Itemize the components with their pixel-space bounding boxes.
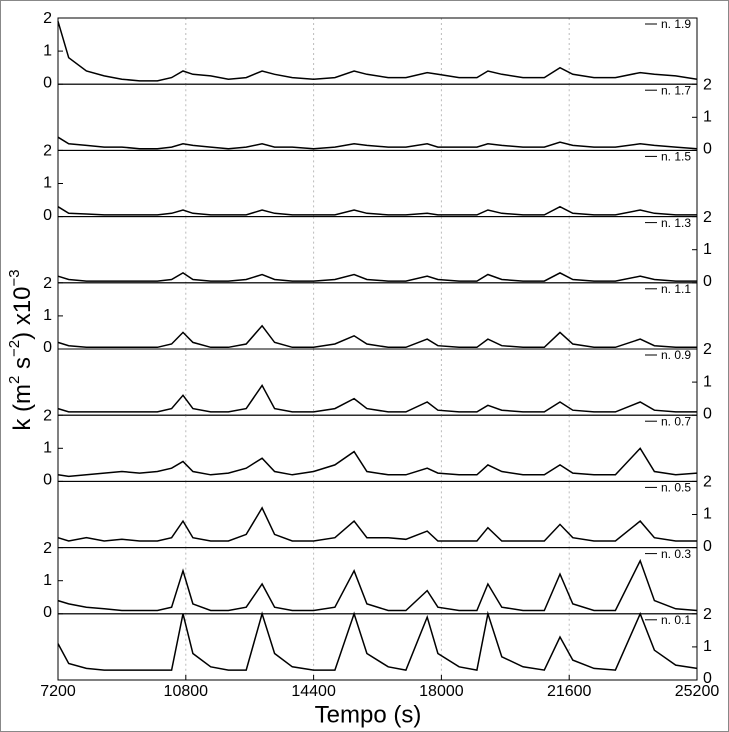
y-tick-label: 1 [703,241,712,258]
legend-label: n. 1.7 [661,83,691,97]
y-tick-label: 1 [703,506,712,523]
y-tick-label: 0 [43,339,52,356]
y-tick-label: 0 [703,141,712,158]
legend-label: n. 0.9 [661,348,691,362]
x-axis-label: Tempo (s) [315,701,422,728]
legend-label: n. 1.5 [661,150,691,164]
y-tick-label: 2 [43,407,52,424]
y-label-part: s [9,357,36,376]
y-tick-label: 0 [43,207,52,224]
legend-label: n. 1.1 [661,282,691,296]
x-tick-label: 21600 [547,683,592,700]
series-line [57,383,697,413]
legend-label: n. 0.7 [661,414,691,428]
y-tick-label: 2 [703,76,712,93]
y-label-sup: −3 [6,269,23,286]
y-label-part: ) x10 [9,286,36,339]
y-axis-label: k (m2 s−2) x10−3 [6,269,36,430]
y-tick-label: 2 [43,10,52,27]
y-label-sup: 2 [6,376,23,384]
y-tick-label: 2 [43,540,52,557]
series-line [57,272,697,282]
y-tick-label: 1 [703,109,712,126]
x-tick-label: 18000 [419,683,464,700]
x-tick-label: 7200 [40,683,76,700]
y-tick-label: 0 [703,538,712,555]
series-line [57,610,698,671]
series-line [57,558,698,612]
y-tick-label: 2 [703,209,712,226]
y-tick-label: 0 [703,405,712,422]
legend-label: n. 0.5 [661,481,691,495]
series-line [57,21,698,82]
x-tick-label: 25200 [675,683,720,700]
y-tick-label: 0 [703,273,712,290]
y-tick-label: 2 [703,474,712,491]
y-tick-label: 1 [43,307,52,324]
panel-frame [57,613,698,681]
y-tick-label: 1 [703,638,712,655]
y-tick-label: 1 [703,373,712,390]
y-tick-label: 2 [703,341,712,358]
series-line [57,136,698,150]
series-line [57,447,698,478]
y-tick-label: 2 [43,275,52,292]
y-tick-label: 1 [43,572,52,589]
y-tick-label: 1 [43,440,52,457]
y-tick-label: 0 [703,670,712,687]
legend-label: n. 0.3 [661,547,691,561]
series-line [57,324,697,349]
y-label-sup: −2 [6,340,23,357]
x-tick-label: 14400 [291,683,336,700]
legend-label: n. 1.3 [661,216,691,230]
y-tick-label: 1 [43,42,52,59]
legend-label: n. 0.1 [661,613,691,627]
y-label-part: k (m [9,384,36,431]
y-tick-label: 0 [43,74,52,91]
y-tick-label: 2 [703,606,712,623]
y-tick-label: 0 [43,604,52,621]
series-line [57,205,697,216]
x-tick-label: 10800 [164,683,209,700]
y-tick-label: 0 [43,472,52,489]
legend-label: n. 1.9 [661,17,691,31]
y-tick-label: 1 [43,175,52,192]
series-line [57,506,697,542]
y-tick-label: 2 [43,143,52,160]
